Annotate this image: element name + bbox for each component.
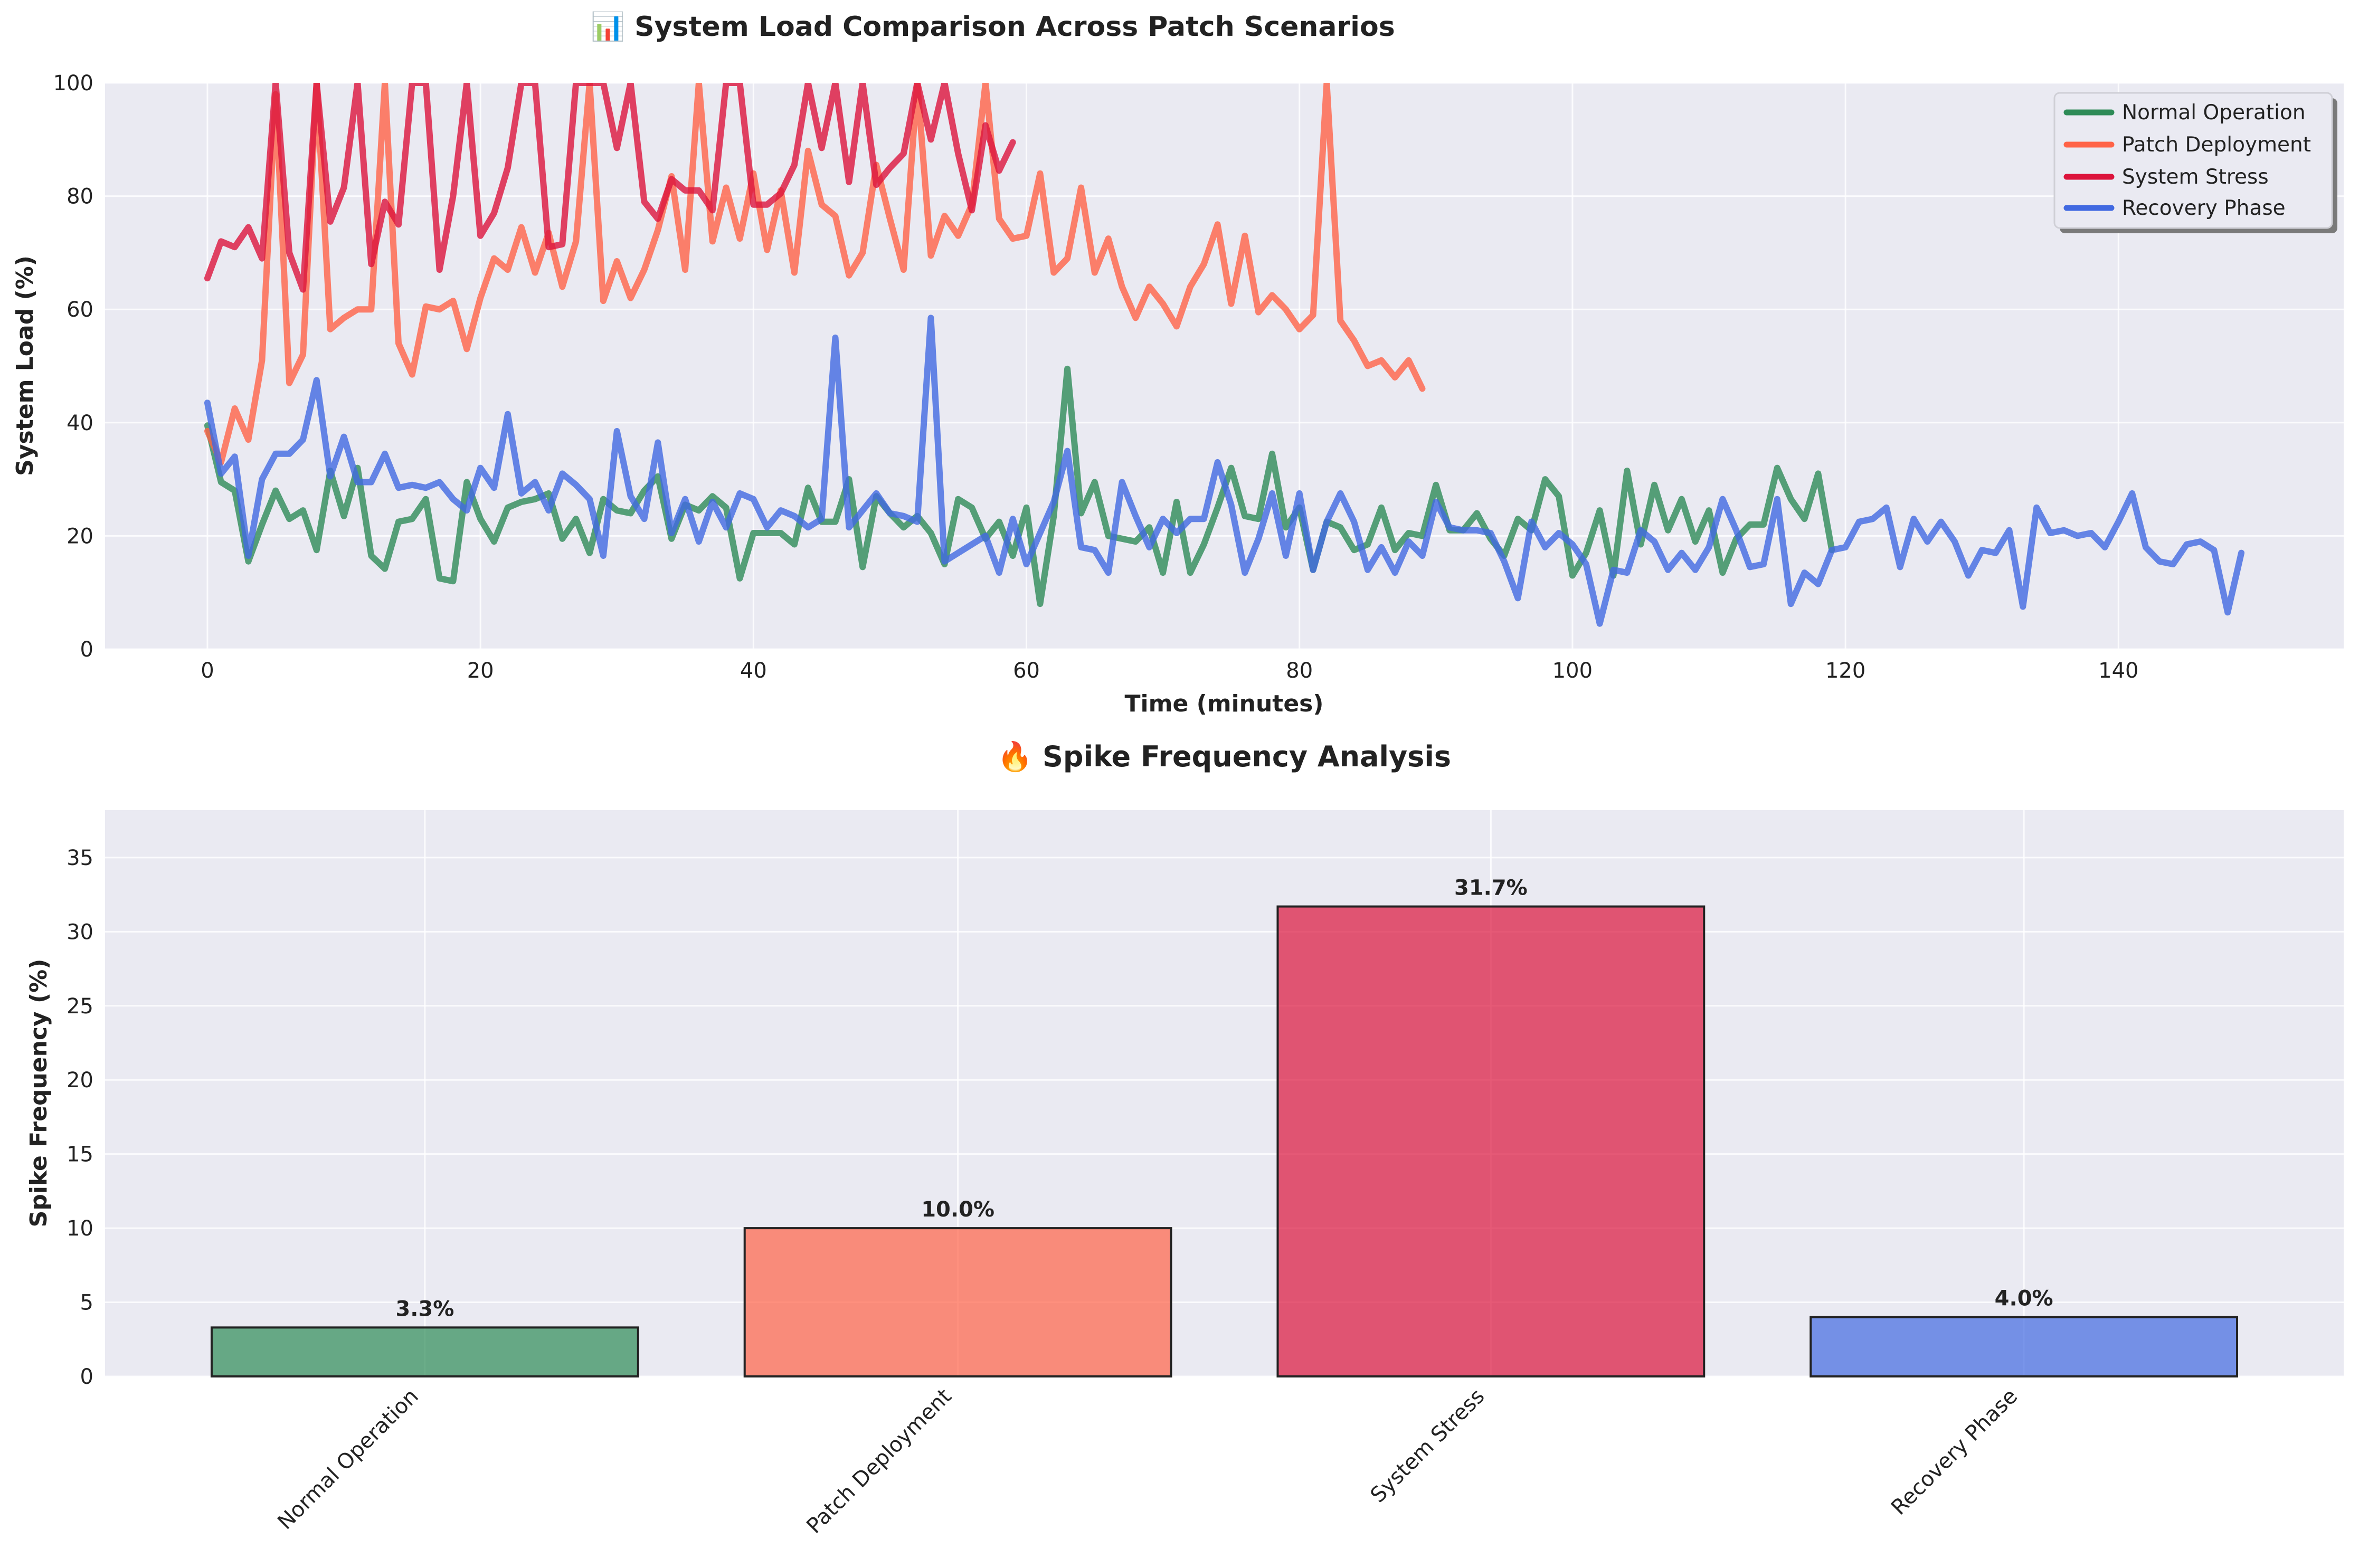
x-tick-label: 40 bbox=[740, 659, 767, 683]
bar-value-label: 3.3% bbox=[395, 1297, 454, 1321]
line-chart: 📊 System Load Comparison Across Patch Sc… bbox=[12, 11, 2344, 717]
y-tick-label: 100 bbox=[53, 71, 93, 96]
y-tick-label: 10 bbox=[67, 1217, 93, 1241]
y-tick-label: 35 bbox=[67, 846, 93, 870]
line-chart-plot-area bbox=[105, 83, 2344, 649]
bar-patch-deployment bbox=[743, 1227, 1172, 1377]
legend-label-normal: Normal Operation bbox=[2122, 101, 2306, 125]
legend-box bbox=[2053, 92, 2333, 229]
x-tick-label: 60 bbox=[1013, 659, 1040, 683]
line-chart-x-axis-label: Time (minutes) bbox=[1125, 690, 1324, 717]
series-line-system-stress bbox=[204, 83, 1016, 293]
y-tick-label: 25 bbox=[67, 994, 93, 1019]
bar-chart-plot-area bbox=[105, 810, 2344, 1376]
y-tick-label: 5 bbox=[80, 1291, 93, 1315]
bar-chart-y-ticks: 0 5 10 15 20 25 30 35 bbox=[67, 846, 93, 1389]
line-chart-y-axis-label: System Load (%) bbox=[12, 255, 39, 476]
bar-value-label: 4.0% bbox=[1995, 1287, 2053, 1311]
x-tick-label: 80 bbox=[1286, 659, 1313, 683]
line-chart-x-ticks: 0 20 40 60 80 100 120 140 bbox=[201, 659, 2138, 683]
line-chart-y-ticks: 0 20 40 60 80 100 bbox=[53, 71, 93, 662]
series-line-recovery-phase bbox=[204, 315, 2245, 627]
y-tick-label: 15 bbox=[67, 1143, 93, 1167]
x-tick-label: 0 bbox=[201, 659, 214, 683]
bar-value-label: 31.7% bbox=[1454, 876, 1528, 900]
legend-label-stress: System Stress bbox=[2122, 165, 2269, 189]
bar-value-label: 10.0% bbox=[921, 1198, 994, 1222]
legend-label-recovery: Recovery Phase bbox=[2122, 196, 2286, 220]
x-tick-label: 120 bbox=[1825, 659, 1865, 683]
y-tick-label: 20 bbox=[67, 1068, 93, 1092]
bar-chart-y-axis-label: Spike Frequency (%) bbox=[25, 959, 52, 1228]
line-chart-series-group bbox=[204, 83, 2245, 627]
y-tick-label: 40 bbox=[67, 411, 93, 435]
bar-system-stress bbox=[1276, 905, 1706, 1377]
series-line-patch-deployment bbox=[204, 83, 1426, 465]
x-tick-label: 20 bbox=[467, 659, 494, 683]
bar-chart-title: 🔥 Spike Frequency Analysis bbox=[997, 740, 1451, 773]
y-tick-label: 0 bbox=[80, 638, 93, 662]
line-chart-title: 📊 System Load Comparison Across Patch Sc… bbox=[591, 11, 1395, 43]
y-tick-label: 60 bbox=[67, 298, 93, 322]
bar-recovery-phase bbox=[1809, 1316, 2239, 1378]
line-chart-legend: Normal Operation Patch Deployment System… bbox=[2053, 92, 2337, 233]
y-tick-label: 80 bbox=[67, 185, 93, 209]
bar-normal-operation bbox=[210, 1326, 639, 1378]
y-tick-label: 20 bbox=[67, 524, 93, 548]
bar-chart-bars: 3.3% 10.0% 31.7% 4.0% bbox=[210, 876, 2239, 1378]
x-tick-label: 100 bbox=[1552, 659, 1593, 683]
y-tick-label: 0 bbox=[80, 1365, 93, 1389]
legend-label-patch: Patch Deployment bbox=[2122, 133, 2311, 157]
x-tick-label: 140 bbox=[2098, 659, 2138, 683]
y-tick-label: 30 bbox=[67, 920, 93, 944]
